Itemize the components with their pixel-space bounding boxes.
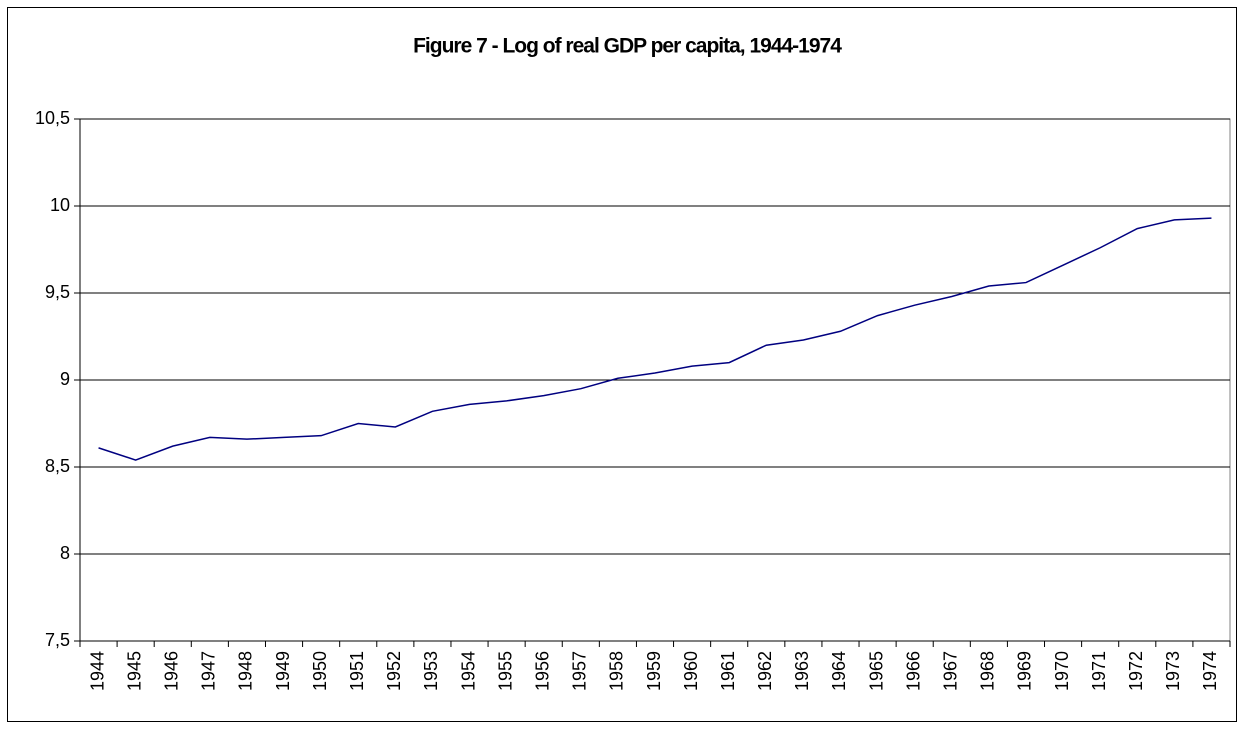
x-tick-label: 1959 xyxy=(644,651,664,691)
x-tick-label: 1946 xyxy=(161,651,181,691)
x-tick-label: 1970 xyxy=(1052,651,1072,691)
x-tick-label: 1965 xyxy=(866,651,886,691)
x-tick-label: 1961 xyxy=(718,651,738,691)
chart-title: Figure 7 - Log of real GDP per capita, 1… xyxy=(413,35,842,58)
x-tick-label: 1952 xyxy=(384,651,404,691)
y-tick-label: 9 xyxy=(60,369,70,389)
x-tick-label: 1974 xyxy=(1200,651,1220,691)
x-tick-label: 1963 xyxy=(792,651,812,691)
x-tick-label: 1972 xyxy=(1126,651,1146,691)
x-tick-label: 1968 xyxy=(978,651,998,691)
x-tick-label: 1971 xyxy=(1089,651,1109,691)
x-tick-label: 1967 xyxy=(941,651,961,691)
data-line xyxy=(98,217,1212,461)
x-tick-label: 1951 xyxy=(347,651,367,691)
x-tick-label: 1964 xyxy=(829,651,849,691)
y-tick-label: 9,5 xyxy=(45,282,70,302)
y-tick-label: 10 xyxy=(50,195,70,215)
x-tick-label: 1973 xyxy=(1163,651,1183,691)
x-tick-label: 1948 xyxy=(236,651,256,691)
y-tick-label: 8 xyxy=(60,543,70,563)
x-tick-label: 1953 xyxy=(421,651,441,691)
x-tick-label: 1966 xyxy=(903,651,923,691)
y-tick-label: 7,5 xyxy=(45,630,70,650)
x-tick-label: 1957 xyxy=(570,651,590,691)
x-tick-label: 1947 xyxy=(199,651,219,691)
x-tick-label: 1962 xyxy=(755,651,775,691)
x-tick-label: 1969 xyxy=(1015,651,1035,691)
x-tick-label: 1944 xyxy=(87,651,107,691)
x-tick-label: 1955 xyxy=(495,651,515,691)
x-tick-label: 1949 xyxy=(273,651,293,691)
y-tick-label: 8,5 xyxy=(45,456,70,476)
x-tick-label: 1956 xyxy=(532,651,552,691)
x-tick-label: 1954 xyxy=(458,651,478,691)
x-tick-label: 1950 xyxy=(310,651,330,691)
x-tick-label: 1960 xyxy=(681,651,701,691)
x-tick-label: 1945 xyxy=(124,651,144,691)
y-tick-label: 10,5 xyxy=(35,108,70,128)
x-tick-label: 1958 xyxy=(607,651,627,691)
